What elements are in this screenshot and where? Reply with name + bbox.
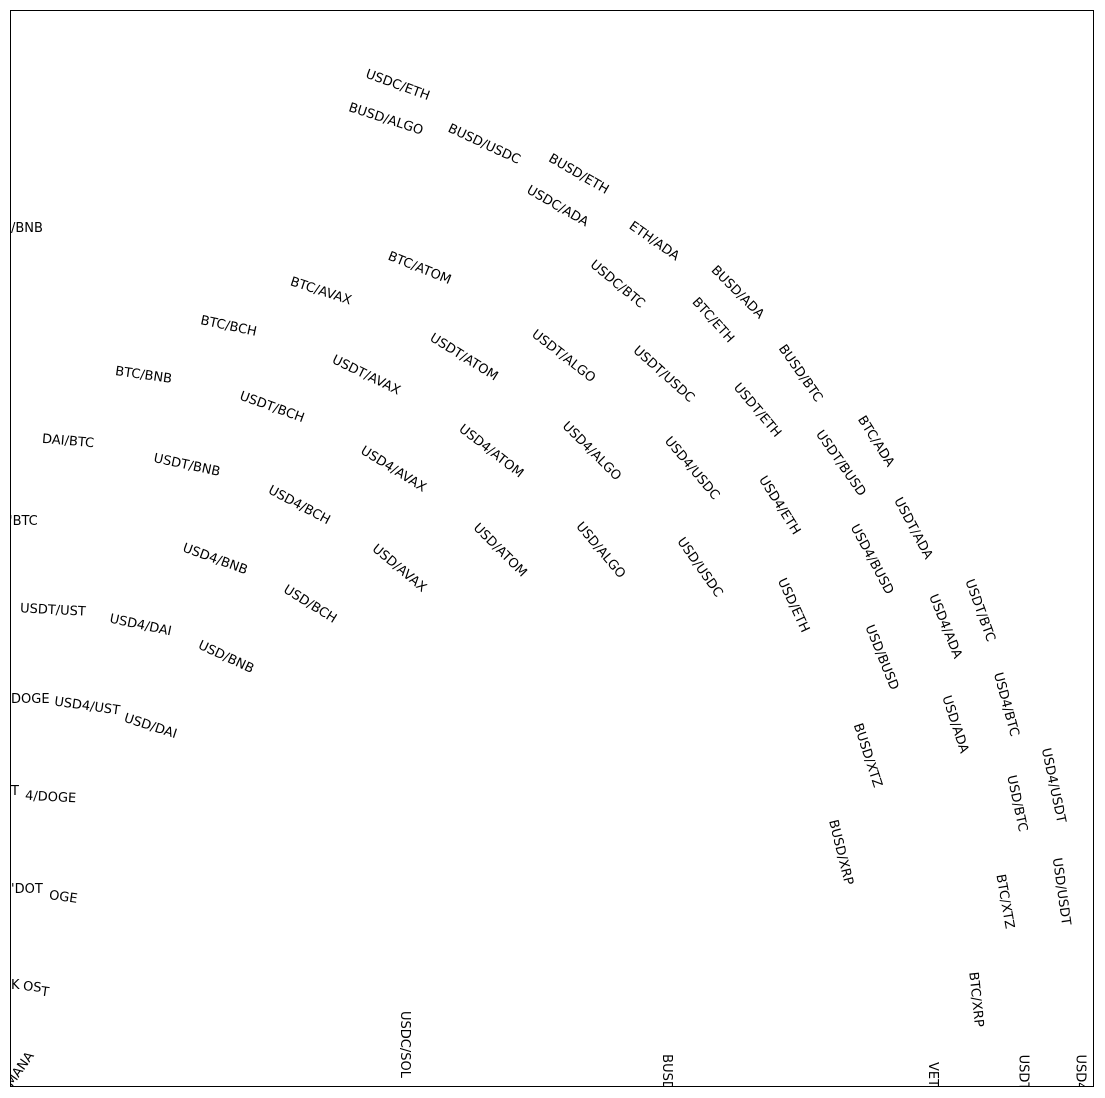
pair-label: /BNB	[11, 221, 43, 236]
pair-label: USDC/SOL	[396, 1011, 412, 1078]
pair-label: BUSD/XRP	[825, 818, 856, 887]
pair-label: BTC/XRP	[965, 971, 987, 1028]
pair-label: MANA	[10, 1049, 38, 1087]
pair-label: USD4/ETH	[755, 473, 804, 538]
pair-label: BTC/BNB	[114, 364, 173, 387]
pair-label: USD/ADA	[938, 693, 972, 756]
pair-label: USDT/USDC	[629, 343, 698, 406]
pair-label: OGE	[48, 888, 79, 907]
pair-label: BTC/BCH	[199, 313, 259, 340]
pair-label: USDT/ALGO	[528, 327, 599, 386]
pair-label: USDT/UST	[19, 601, 87, 620]
pair-label: USDT/ATOM	[426, 330, 501, 385]
pair-label: BUSD/BTC	[774, 342, 826, 405]
pair-label: USD4/BUSD	[846, 521, 897, 598]
pair-label: USDT/BUSD	[812, 427, 869, 500]
pair-label: USD4/USDC	[661, 434, 723, 503]
pair-label: BUSD/ADA	[707, 262, 767, 323]
pair-label: 'BTC	[10, 514, 38, 529]
pair-label: K	[11, 978, 20, 993]
pair-label: BTC/ADA	[854, 413, 898, 470]
pair-label: USD/BTC	[1003, 773, 1030, 834]
pair-label: USDC/BTC	[586, 257, 648, 312]
plot-area: USDC/ETH BUSD/ALGO BUSD/USDC BUSD/ETH US…	[10, 10, 1094, 1087]
pair-label: USD4/BCH	[265, 482, 333, 529]
pair-label: USD/DAI	[122, 710, 179, 743]
pair-label: USD4/DAI	[108, 611, 173, 640]
pair-label: BUSD/ALGO	[346, 100, 425, 139]
pair-label: OS	[22, 979, 43, 996]
pair-label: USDC/ETH	[363, 66, 432, 105]
pair-label: VET	[925, 1061, 941, 1087]
pair-label: 4/DOGE	[24, 788, 77, 807]
pair-label: USDT/ETH	[730, 380, 784, 441]
pair-label: USDT/ADA	[890, 495, 936, 562]
pair-label: USD/BCH	[280, 582, 340, 627]
pair-label: DOGE	[11, 692, 50, 707]
pair-label: USD4/ADA	[925, 592, 965, 661]
pair-label: USDT	[1015, 1054, 1031, 1087]
pair-label: USDT/BTC	[961, 577, 998, 644]
pair-label: USD/USDT	[1048, 856, 1074, 927]
pair-label: USDT/AVAX	[329, 352, 403, 399]
pair-label: USD4	[1072, 1054, 1088, 1087]
pair-label: USD4/ALGO	[558, 419, 624, 484]
pair-label: USD4/BTC	[990, 670, 1022, 739]
pair-label: USD/AVAX	[368, 541, 430, 596]
pair-label: USD4/BNB	[180, 540, 250, 579]
pair-label: USDT/BNB	[152, 451, 222, 480]
pair-label: USD4/ATOM	[455, 421, 527, 482]
pair-label: BUSD/ETH	[545, 151, 612, 198]
pair-label: USD/ALGO	[572, 519, 629, 582]
pair-label: DAI/BTC	[41, 431, 95, 452]
pair-label: T	[39, 984, 50, 1001]
pair-label: BUSD	[658, 1054, 674, 1087]
pair-label: USD/BUSD	[861, 622, 902, 693]
pair-label: BUSD/USDC	[445, 121, 523, 168]
pair-label: USD/ETH	[773, 576, 813, 635]
pair-label: BTC/ATOM	[385, 249, 454, 288]
pair-label: BTC/AVAX	[288, 274, 354, 309]
pair-label: USDT/BCH	[237, 388, 307, 427]
pair-label: USD/USDC	[673, 534, 726, 601]
pair-label: USD4/AVAX	[357, 443, 429, 496]
pair-label: USD4/USDT	[1037, 746, 1069, 825]
pair-label: 'DOT	[11, 882, 43, 897]
pair-label: BUSD/XTZ	[849, 721, 885, 790]
pair-label: USD/ATOM	[469, 520, 530, 581]
pair-label: ETH/ADA	[625, 218, 682, 265]
pair-label: BTC/XTZ	[992, 873, 1017, 930]
pair-label: T	[11, 784, 19, 799]
pair-label: USD/BNB	[195, 638, 257, 677]
pair-label: USD4/UST	[53, 694, 121, 719]
pair-label: BTC/ETH	[688, 294, 737, 347]
pair-label: USDC/ADA	[523, 182, 591, 231]
